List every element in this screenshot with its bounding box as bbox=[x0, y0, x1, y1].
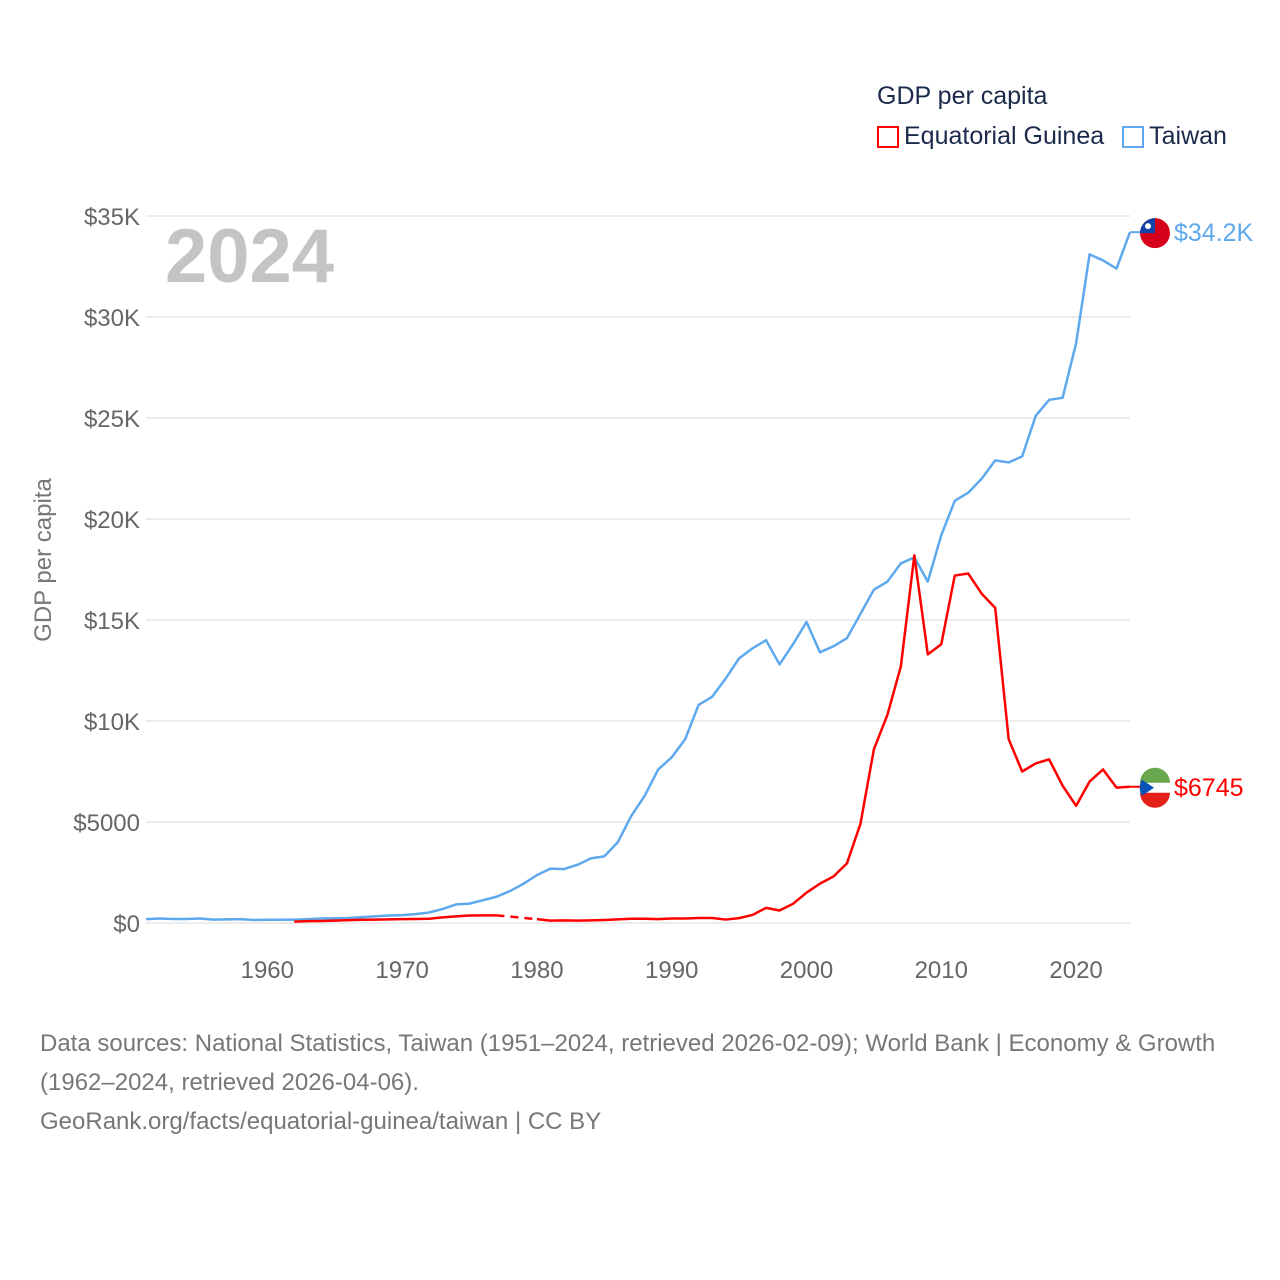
y-tick-label: $15K bbox=[84, 608, 140, 635]
y-tick-label: $5000 bbox=[73, 810, 140, 837]
x-tick-label: 2020 bbox=[1049, 957, 1102, 984]
legend-swatch bbox=[877, 125, 899, 148]
series-line-equatorial-guinea bbox=[294, 914, 497, 923]
legend-item-equatorial-guinea[interactable]: Equatorial Guinea bbox=[877, 122, 1104, 151]
y-axis-label: GDP per capita bbox=[30, 478, 57, 642]
series-line-equatorial-guinea bbox=[536, 554, 1131, 922]
y-tick-label: $25K bbox=[84, 406, 140, 433]
y-tick-label: $10K bbox=[84, 709, 140, 736]
legend-swatch bbox=[1122, 125, 1145, 148]
source-link[interactable]: GeoRank.org/facts/equatorial-guinea/taiw… bbox=[40, 1108, 602, 1135]
x-tick-label: 1970 bbox=[375, 957, 428, 984]
footer: Data sources: National Statistics, Taiwa… bbox=[40, 1024, 1240, 1141]
end-label-taiwan: $34.2K bbox=[1174, 219, 1254, 247]
legend: Equatorial Guinea Taiwan bbox=[877, 122, 1227, 151]
eg-flag-red bbox=[1140, 792, 1170, 808]
x-tick-label: 2010 bbox=[915, 957, 968, 984]
x-tick-label: 1990 bbox=[645, 957, 698, 984]
y-tick-label: $20K bbox=[84, 507, 140, 534]
legend-title: GDP per capita bbox=[877, 82, 1048, 110]
legend-label: Taiwan bbox=[1149, 122, 1227, 150]
x-tick-label: 1960 bbox=[241, 957, 294, 984]
y-tick-label: $35K bbox=[84, 204, 140, 231]
legend-item-taiwan[interactable]: Taiwan bbox=[1122, 122, 1227, 151]
y-tick-label: $0 bbox=[113, 911, 140, 938]
x-tick-label: 1980 bbox=[510, 957, 563, 984]
y-tick-label: $30K bbox=[84, 305, 140, 332]
x-tick-label: 2000 bbox=[780, 957, 833, 984]
legend-label: Equatorial Guinea bbox=[904, 122, 1105, 150]
eg-flag-green bbox=[1140, 767, 1170, 783]
series-gap-equatorial-guinea bbox=[496, 914, 538, 921]
data-sources: Data sources: National Statistics, Taiwa… bbox=[40, 1030, 1216, 1096]
eg-flag-triangle bbox=[1139, 779, 1154, 796]
taiwan-flag-sun bbox=[1145, 223, 1151, 230]
end-label-equatorial-guinea: $6745 bbox=[1174, 774, 1244, 802]
series-line-taiwan bbox=[145, 231, 1132, 922]
year-label: 2024 bbox=[165, 214, 334, 299]
